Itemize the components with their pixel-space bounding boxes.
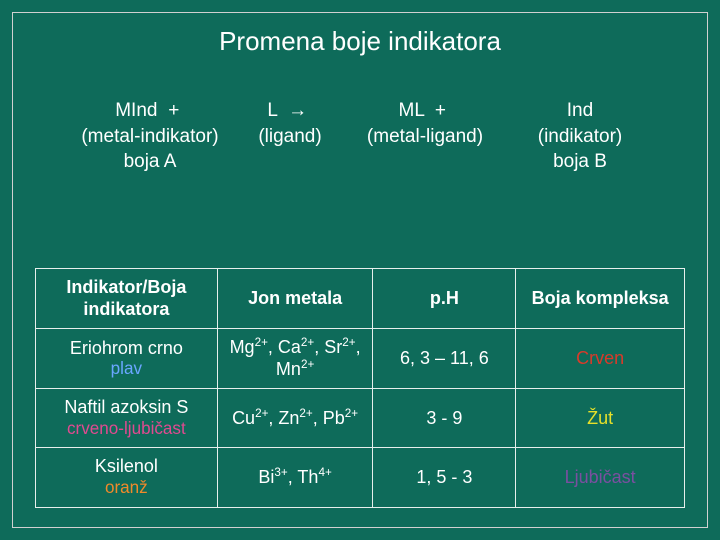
table-row: KsilenoloranžBi3+, Th4+1, 5 - 3Ljubičast — [36, 448, 685, 507]
reaction-row: MInd + (metal-indikator) boja A L → (lig… — [0, 98, 720, 175]
th-ph: p.H — [373, 269, 516, 329]
table-row: Naftil azoksin Scrveno-ljubičastCu2+, Zn… — [36, 389, 685, 448]
cell-boja: Žut — [516, 389, 685, 448]
table-body: Eriohrom crnoplavMg2+, Ca2+, Sr2+, Mn2+6… — [36, 329, 685, 507]
cell-ph: 1, 5 - 3 — [373, 448, 516, 507]
cell-jon: Mg2+, Ca2+, Sr2+, Mn2+ — [217, 329, 373, 389]
cell-ph: 3 - 9 — [373, 389, 516, 448]
table-row: Eriohrom crnoplavMg2+, Ca2+, Sr2+, Mn2+6… — [36, 329, 685, 389]
indicator-color-label: oranž — [42, 478, 211, 499]
cell-boja: Ljubičast — [516, 448, 685, 507]
page-title: Promena boje indikatora — [0, 26, 720, 57]
r3-plus: + — [429, 98, 451, 124]
slide: Promena boje indikatora MInd + (metal-in… — [0, 0, 720, 540]
r1-plus: + — [163, 98, 185, 124]
cell-indicator: Naftil azoksin Scrveno-ljubičast — [36, 389, 218, 448]
cell-indicator: Eriohrom crnoplav — [36, 329, 218, 389]
r2-top: L — [267, 100, 277, 121]
indicator-name: Eriohrom crno — [70, 338, 183, 358]
th-indicator: Indikator/Boja indikatora — [36, 269, 218, 329]
indicator-name: Naftil azoksin S — [64, 397, 188, 417]
indicator-name: Ksilenol — [95, 456, 158, 476]
reaction-col-3: ML + (metal-ligand) — [345, 98, 505, 175]
cell-jon: Bi3+, Th4+ — [217, 448, 373, 507]
table-header-row: Indikator/Boja indikatora Jon metala p.H… — [36, 269, 685, 329]
r4-bot: boja B — [505, 149, 655, 175]
r1-mid: (metal-indikator) — [65, 124, 235, 150]
indicator-color-label: plav — [42, 359, 211, 380]
r1-bot: boja A — [65, 149, 235, 175]
indicator-table-wrap: Indikator/Boja indikatora Jon metala p.H… — [35, 268, 685, 508]
indicator-table: Indikator/Boja indikatora Jon metala p.H… — [35, 268, 685, 508]
r2-mid: (ligand) — [235, 124, 345, 150]
th-jon: Jon metala — [217, 269, 373, 329]
reaction-col-2: L → (ligand) — [235, 98, 345, 175]
r3-top: ML — [399, 100, 425, 121]
indicator-color-label: crveno-ljubičast — [42, 419, 211, 440]
th-boja: Boja kompleksa — [516, 269, 685, 329]
r4-top: Ind — [567, 100, 593, 121]
r4-mid: (indikator) — [505, 124, 655, 150]
r1-top: MInd — [115, 100, 157, 121]
reaction-col-4: Ind (indikator) boja B — [505, 98, 655, 175]
cell-boja: Crven — [516, 329, 685, 389]
reaction-col-1: MInd + (metal-indikator) boja A — [65, 98, 235, 175]
cell-ph: 6, 3 – 11, 6 — [373, 329, 516, 389]
cell-indicator: Ksilenoloranž — [36, 448, 218, 507]
cell-jon: Cu2+, Zn2+, Pb2+ — [217, 389, 373, 448]
r3-mid: (metal-ligand) — [345, 124, 505, 150]
reaction-arrow: → — [283, 98, 313, 124]
